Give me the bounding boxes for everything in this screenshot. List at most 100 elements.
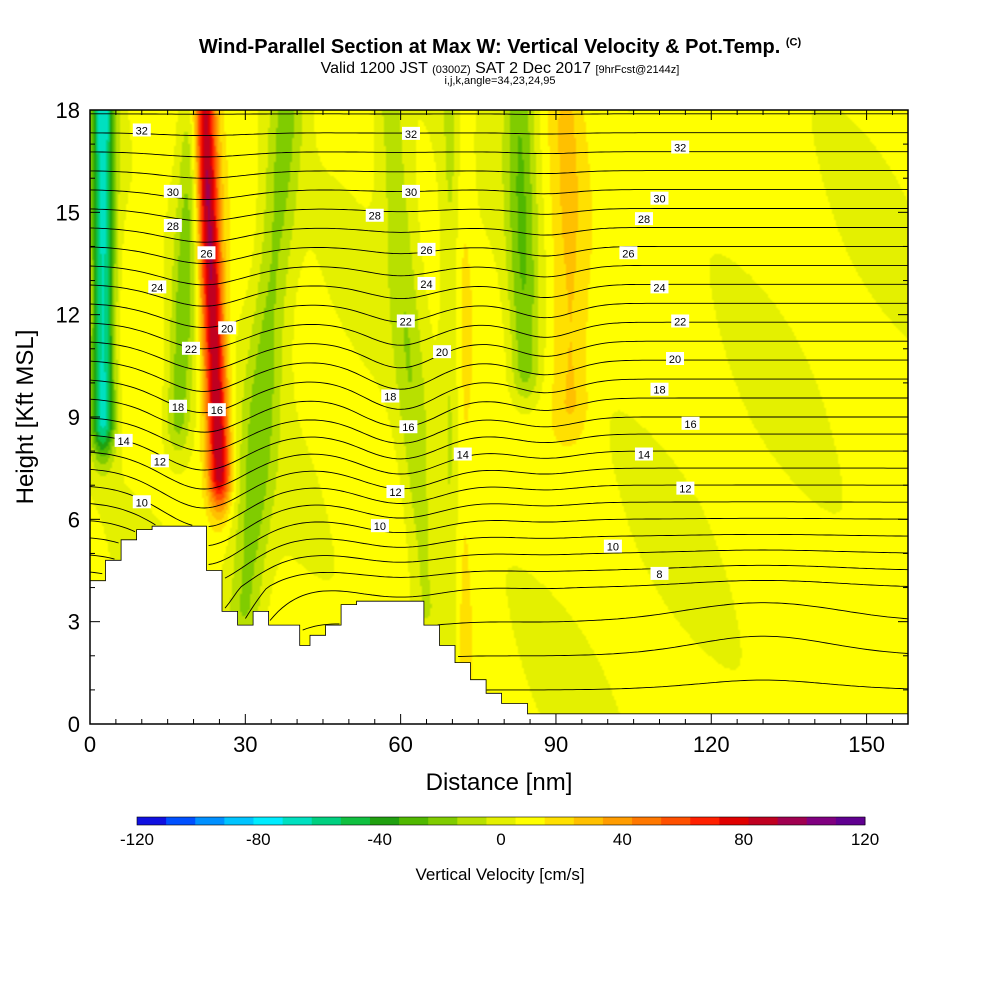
- theta-contour-line: [486, 679, 908, 691]
- theta-contour-label: 24: [148, 280, 167, 294]
- colorbar-swatch: [690, 817, 720, 825]
- theta-contour-label: 20: [218, 321, 237, 335]
- grid-info: i,j,k,angle=34,23,24,95: [444, 75, 556, 87]
- colorbar-swatch: [195, 817, 225, 825]
- theta-contour-labels: 8 10 10 10 12 12 12 14 14 14 16 16 16 18 18 18 20 20 20 22 2…: [114, 123, 700, 581]
- theta-contour-label-text: 22: [400, 316, 412, 328]
- colorbar-swatch: [748, 817, 779, 825]
- colorbar-tick-label: -120: [120, 830, 154, 849]
- theta-contour-line: [90, 378, 908, 414]
- theta-contour-label-text: 32: [674, 143, 686, 155]
- theta-contour-label: 14: [114, 433, 133, 448]
- colorbar-swatch: [428, 817, 458, 825]
- y-tick-label: 3: [68, 610, 80, 635]
- x-axis: 0 30 60 90 120 150: [84, 110, 893, 757]
- x-tick-label: 30: [233, 732, 257, 757]
- theta-contour-label: 18: [650, 382, 669, 397]
- theta-contour-line: [90, 170, 908, 179]
- theta-contour-label: 32: [401, 126, 420, 141]
- colorbar-swatch: [399, 817, 429, 825]
- theta-contour-label-text: 30: [653, 194, 665, 206]
- colorbar-swatch: [835, 817, 866, 825]
- y-tick-label: 18: [56, 98, 80, 123]
- y-tick-label: 6: [68, 507, 80, 532]
- theta-contour-label: 24: [417, 276, 436, 291]
- theta-contour-label: 28: [634, 212, 653, 226]
- theta-contour-label-text: 10: [607, 542, 619, 554]
- theta-contour-label: 12: [676, 481, 695, 496]
- theta-contour-line: [90, 113, 908, 116]
- y-axis: 0 3 6 9 12 15 18: [56, 98, 908, 737]
- theta-contour-label: 8: [650, 566, 669, 581]
- theta-contour-label-text: 24: [420, 279, 432, 291]
- theta-contour-label-text: 28: [638, 214, 650, 226]
- colorbar-swatch: [340, 817, 371, 825]
- colorbar-tick-label: 40: [613, 830, 632, 849]
- y-tick-label: 12: [56, 303, 80, 328]
- theta-contour-label-text: 14: [118, 436, 130, 448]
- theta-contour-label: 22: [181, 341, 200, 356]
- terrain-mask: [89, 525, 909, 725]
- theta-contour-label-text: 22: [674, 316, 686, 328]
- theta-contour-label: 10: [132, 495, 151, 509]
- colorbar: -120 -80 -40 0 40 80 120: [120, 816, 879, 849]
- theta-contour-label: 18: [169, 399, 188, 414]
- theta-contour-label: 32: [132, 123, 151, 137]
- theta-contour-label-text: 16: [402, 422, 414, 434]
- theta-contour-label: 28: [163, 218, 182, 233]
- theta-contour-label-text: 22: [185, 344, 197, 356]
- theta-contour-label-text: 10: [136, 497, 148, 509]
- valid-time-text: Valid 1200 JST: [320, 60, 433, 77]
- theta-contour-line: [90, 397, 908, 433]
- theta-contour-line: [90, 359, 908, 392]
- theta-contour-label-text: 16: [211, 405, 223, 417]
- theta-contour-line: [90, 416, 908, 452]
- colorbar-tick-label: 80: [734, 830, 753, 849]
- theta-contour-line: [90, 132, 908, 137]
- theta-contour-label-text: 10: [374, 521, 386, 533]
- forecast-info-text: [9hrFcst@2144z]: [595, 64, 680, 76]
- valid-utc-text: (0300Z): [432, 64, 471, 76]
- colorbar-swatch: [515, 817, 546, 825]
- theta-contour-line: [90, 189, 908, 200]
- theta-contour-label: 14: [634, 447, 653, 462]
- theta-contour-label: 20: [433, 345, 452, 359]
- theta-contour-label: 26: [619, 246, 638, 260]
- theta-contour-label-text: 24: [653, 282, 665, 294]
- theta-contour-label: 16: [399, 420, 418, 434]
- theta-contour-label: 22: [671, 314, 690, 328]
- theta-contour-label-text: 26: [420, 245, 432, 257]
- theta-contour-label-text: 32: [136, 125, 148, 137]
- theta-contour-label: 26: [197, 246, 216, 260]
- theta-contour-label: 24: [650, 280, 669, 294]
- y-axis-label: Height [Kft MSL]: [12, 330, 39, 505]
- theta-contour-line: [90, 549, 908, 609]
- theta-contour-label: 30: [163, 184, 182, 199]
- theta-contour-label-text: 20: [436, 347, 448, 359]
- colorbar-swatch: [369, 817, 400, 825]
- theta-contour-label-text: 18: [653, 385, 665, 397]
- y-tick-label: 15: [56, 200, 80, 225]
- theta-contour-label: 22: [396, 314, 415, 328]
- colorbar-swatch: [282, 817, 313, 825]
- theta-contour-label: 16: [207, 403, 226, 417]
- theta-contour-label: 30: [401, 184, 420, 199]
- theta-contour-line: [90, 321, 908, 350]
- colorbar-swatch: [486, 817, 517, 825]
- theta-contour-line: [90, 501, 908, 547]
- theta-contour-line: [90, 517, 908, 565]
- theta-contour-line: [302, 602, 908, 631]
- theta-contour-label-text: 14: [638, 450, 650, 462]
- theta-contour-label-text: 8: [656, 569, 662, 581]
- colorbar-swatch: [661, 817, 691, 825]
- y-tick-label: 9: [68, 405, 80, 430]
- theta-contour-label-text: 30: [167, 187, 179, 199]
- theta-contour-line: [90, 283, 908, 307]
- theta-contour-label-text: 28: [369, 211, 381, 223]
- theta-contour-label: 12: [386, 485, 405, 499]
- theta-contour-label: 30: [650, 191, 669, 206]
- theta-contour-line: [90, 450, 908, 490]
- x-tick-label: 120: [693, 732, 730, 757]
- theta-contour-line: [90, 340, 908, 371]
- valid-date-text: SAT 2 Dec 2017: [470, 60, 596, 77]
